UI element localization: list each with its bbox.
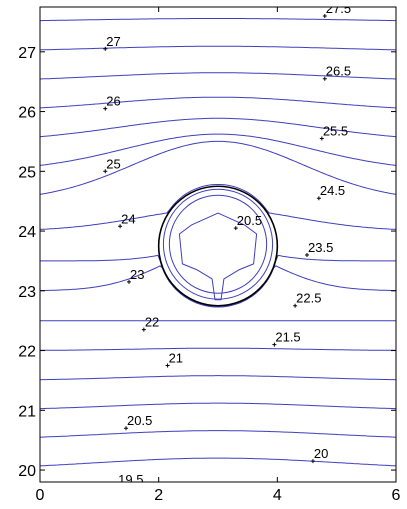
contour-label-marker <box>124 426 129 431</box>
streamline-20-5 <box>40 430 396 438</box>
contour-label: 25 <box>106 156 120 171</box>
streamline-26-5 <box>40 72 396 80</box>
contour-label: 20 <box>314 446 328 461</box>
y-tick-label: 23 <box>18 284 36 301</box>
streamline-25-5 <box>40 117 396 138</box>
streamline-22 <box>40 347 396 351</box>
y-tick-label: 26 <box>18 105 36 122</box>
inner-loop-1 <box>162 188 274 300</box>
streamline-23-5 <box>40 254 396 308</box>
contour-label: 20.5 <box>237 213 262 228</box>
streamline-21 <box>40 402 396 410</box>
contour-label-marker <box>103 46 108 51</box>
inner-loop-3 <box>178 212 258 301</box>
y-tick-label: 21 <box>18 403 36 420</box>
contour-label: 24 <box>121 211 135 226</box>
contour-label: 22 <box>145 315 159 330</box>
contour-label-marker <box>316 196 321 201</box>
contour-label-marker <box>322 13 327 18</box>
x-tick-label: 4 <box>273 487 282 504</box>
contour-label: 25.5 <box>323 123 348 138</box>
contour-label: 20.5 <box>127 413 152 428</box>
streamline-24 <box>40 184 396 230</box>
plot-area <box>40 18 396 495</box>
contour-label: 23.5 <box>308 240 333 255</box>
contour-label: 23 <box>130 267 144 282</box>
streamline-21-5 <box>40 375 396 381</box>
contour-label: 27.5 <box>326 1 351 16</box>
contour-label: 22.5 <box>296 291 321 306</box>
y-tick-label: 22 <box>18 344 36 361</box>
contour-label-marker <box>322 76 327 81</box>
x-tick-label: 6 <box>392 487 401 504</box>
streamline-20 <box>40 457 396 467</box>
contour-label-marker <box>272 342 277 347</box>
contour-label: 26 <box>106 94 120 109</box>
y-tick-label: 27 <box>18 45 36 62</box>
contour-label-marker <box>115 485 119 489</box>
y-tick-label: 24 <box>18 224 36 241</box>
x-tick-label: 2 <box>154 487 163 504</box>
x-tick-label: 0 <box>36 487 45 504</box>
streamline-24-5 <box>40 140 396 195</box>
contour-label-marker <box>103 169 108 174</box>
contour-label-marker <box>118 224 123 229</box>
y-tick-label: 25 <box>18 164 36 181</box>
streamline-27 <box>40 45 396 51</box>
inner-loop-2 <box>168 194 268 294</box>
contour-label-marker <box>165 363 170 368</box>
streamline-25 <box>40 133 396 166</box>
cylinder-outline <box>157 185 279 307</box>
streamline-19-5 <box>40 486 396 495</box>
contour-label-marker <box>305 252 309 257</box>
contour-label-marker <box>310 459 315 464</box>
streamline-27-5 <box>40 18 396 22</box>
contour-label-marker <box>141 327 146 332</box>
contour-label: 21 <box>169 350 183 365</box>
axes-frame <box>39 6 397 483</box>
contour-label: 26.5 <box>326 64 351 79</box>
streamline-26 <box>40 96 396 109</box>
y-tick-label: 20 <box>18 463 36 480</box>
streamline-23 <box>40 265 396 308</box>
contour-label-marker <box>233 226 238 231</box>
contour-label-marker <box>127 279 131 284</box>
contour-label-marker <box>103 106 108 111</box>
contour-label: 24.5 <box>320 183 345 198</box>
contour-label: 19.5 <box>118 472 143 487</box>
contour-label: 21.5 <box>275 330 300 345</box>
contour-labels: 27.5 27 26.5 26 25.5 25 24.5 24 20.5 23.5 23 22.5 22… <box>103 1 351 489</box>
contour-label-marker <box>319 136 324 141</box>
contour-label: 27 <box>106 34 120 49</box>
contour-label-marker <box>293 303 298 308</box>
